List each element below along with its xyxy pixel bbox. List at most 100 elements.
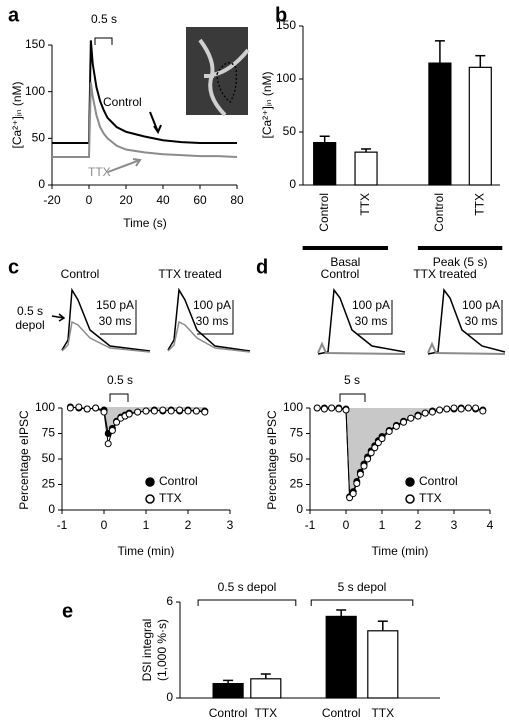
y-tick-label: 6 bbox=[166, 594, 173, 608]
marker bbox=[356, 470, 364, 478]
legend-label: TTX bbox=[159, 491, 182, 505]
y-tick-label: 50 bbox=[290, 451, 304, 465]
marker bbox=[159, 406, 167, 414]
x-tick-label: Control bbox=[317, 193, 331, 232]
trace-title: TTX treated bbox=[158, 267, 221, 281]
y-axis-label: [Ca²⁺]ᵢₙ (nM) bbox=[260, 71, 274, 138]
legend-marker bbox=[145, 494, 155, 504]
series-label: Control bbox=[103, 95, 142, 109]
trace bbox=[61, 287, 151, 352]
panel-letter: e bbox=[62, 600, 73, 622]
bar bbox=[250, 678, 282, 699]
trace-label: 100 pA bbox=[352, 298, 390, 312]
marker bbox=[142, 407, 150, 415]
group-label: Peak (5 s) bbox=[433, 255, 488, 269]
trace-label: 30 ms bbox=[196, 314, 229, 328]
x-axis-label: Time (s) bbox=[123, 216, 167, 230]
marker bbox=[83, 405, 91, 413]
marker bbox=[150, 407, 158, 415]
marker bbox=[371, 444, 379, 452]
x-tick-label: TTX bbox=[371, 706, 394, 720]
annotation: 0.5 s bbox=[107, 373, 133, 387]
trace bbox=[317, 341, 406, 355]
y-tick-label: 0 bbox=[48, 502, 55, 516]
y-tick-label: 75 bbox=[290, 426, 304, 440]
y-tick-label: 0 bbox=[289, 177, 296, 191]
trace bbox=[317, 288, 406, 355]
x-axis-label: Time (min) bbox=[118, 544, 175, 558]
y-tick-label: 0 bbox=[296, 502, 303, 516]
marker bbox=[176, 406, 184, 414]
marker bbox=[108, 426, 116, 434]
x-tick-label: TTX bbox=[254, 706, 277, 720]
marker bbox=[92, 404, 100, 412]
x-tick-label: Control bbox=[209, 706, 248, 720]
marker bbox=[367, 449, 375, 457]
y-tick-label: 150 bbox=[276, 18, 296, 32]
marker bbox=[392, 422, 400, 430]
trace bbox=[61, 320, 151, 353]
group-label: 5 s depol bbox=[338, 580, 387, 594]
y-tick-label: 100 bbox=[283, 400, 303, 414]
bar bbox=[313, 142, 337, 186]
inset-roi bbox=[216, 62, 238, 103]
y-tick-label: 150 bbox=[25, 37, 45, 51]
bar bbox=[428, 62, 452, 186]
x-tick-label: 40 bbox=[156, 193, 170, 207]
x-tick-label: TTX bbox=[358, 193, 372, 216]
scale-bar bbox=[100, 300, 137, 335]
group-bracket bbox=[197, 599, 297, 606]
marker bbox=[436, 406, 444, 414]
marker bbox=[134, 408, 142, 416]
marker bbox=[75, 403, 83, 411]
y-axis-label: DSI integral bbox=[140, 619, 154, 682]
y-tick-label: 100 bbox=[35, 400, 55, 414]
marker bbox=[125, 410, 133, 418]
x-tick-label: 0 bbox=[86, 193, 93, 207]
marker bbox=[472, 404, 480, 412]
panel-letter: c bbox=[8, 256, 19, 278]
marker bbox=[464, 404, 472, 412]
arrow bbox=[149, 111, 162, 135]
x-tick-label: Control bbox=[322, 706, 361, 720]
annotation: 5 s bbox=[344, 373, 360, 387]
marker bbox=[342, 406, 350, 414]
stim-pulse bbox=[109, 393, 129, 402]
marker bbox=[104, 440, 112, 448]
y-tick-label: 50 bbox=[42, 451, 56, 465]
bar bbox=[367, 630, 399, 699]
trace-label: 0.5 s bbox=[17, 304, 43, 318]
marker bbox=[421, 409, 429, 417]
scale-bar bbox=[357, 300, 393, 335]
bar bbox=[468, 66, 492, 186]
marker bbox=[407, 414, 415, 422]
y-axis-label: Percentage eIPSC bbox=[265, 410, 279, 510]
legend-marker bbox=[405, 494, 415, 504]
marker bbox=[184, 407, 192, 415]
trace-label: 100 pA bbox=[193, 298, 231, 312]
marker bbox=[400, 418, 408, 426]
x-tick-label: 3 bbox=[227, 518, 234, 532]
y-axis-label: (1,000 %·s) bbox=[155, 619, 169, 681]
trace-title: Control bbox=[61, 267, 100, 281]
y-tick-label: 0 bbox=[38, 177, 45, 191]
y-tick-label: 0 bbox=[166, 690, 173, 704]
legend-label: Control bbox=[159, 474, 198, 488]
marker bbox=[414, 412, 422, 420]
x-tick-label: 1 bbox=[143, 518, 150, 532]
y-tick-label: 100 bbox=[276, 71, 296, 85]
marker bbox=[113, 418, 121, 426]
trace-title: TTX treated bbox=[413, 267, 476, 281]
trace-label: 30 ms bbox=[99, 314, 132, 328]
trace-label: 30 ms bbox=[355, 314, 388, 328]
trace-label: 100 pA bbox=[462, 298, 500, 312]
trace bbox=[427, 288, 506, 355]
x-tick-label: 0 bbox=[101, 518, 108, 532]
marker bbox=[364, 455, 372, 463]
annotation: 0.5 s bbox=[91, 12, 117, 26]
x-tick-label: TTX bbox=[472, 193, 486, 216]
y-tick-label: 50 bbox=[283, 124, 297, 138]
trace-label: depol bbox=[15, 318, 44, 332]
x-tick-label: 4 bbox=[487, 518, 494, 532]
marker bbox=[328, 404, 336, 412]
